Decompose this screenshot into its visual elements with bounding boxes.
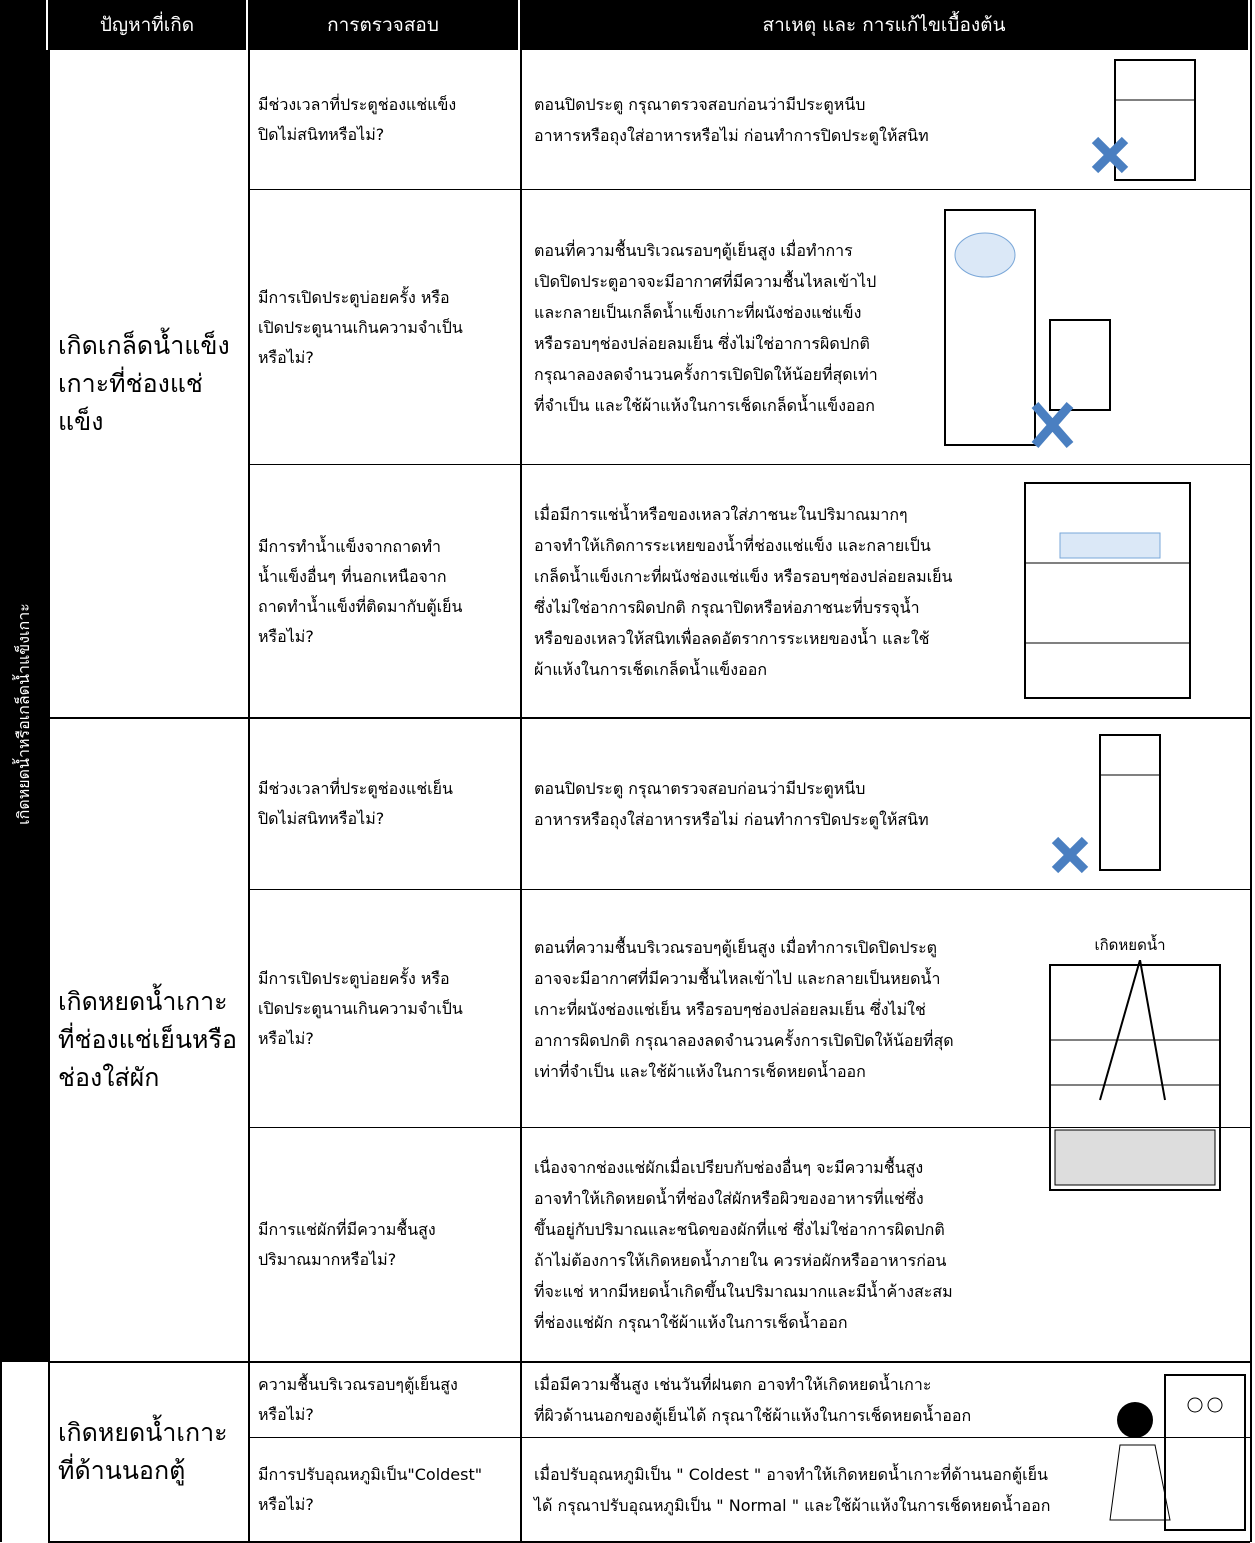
- check-cell: มีช่วงเวลาที่ประตูช่องแช่เย็น ปิดไม่สนิท…: [258, 779, 453, 828]
- cause-cell: ตอนปิดประตู กรุณาตรวจสอบก่อนว่ามีประตูหน…: [534, 95, 929, 145]
- rule: [248, 1437, 1250, 1438]
- rule: [48, 1361, 1250, 1363]
- rule: [248, 1127, 1250, 1128]
- rule: [0, 1362, 2, 1542]
- cause-cell: ตอนที่ความชื้นบริเวณรอบๆตู้เย็นสูง เมื่อ…: [534, 937, 954, 1081]
- check-cell: มีการแช่ผักที่มีความชื้นสูง ปริมาณมากหรื…: [258, 1220, 436, 1269]
- check-cell: ความชื้นบริเวณรอบๆตู้เย็นสูง หรือไม่?: [258, 1375, 458, 1424]
- rule: [248, 464, 1250, 465]
- fridge-illustration: [1049, 960, 1221, 1191]
- header-cell: [0, 0, 48, 50]
- cause-cell: เมื่อมีความชื้นสูง เช่นวันที่ฝนตก อาจทำใ…: [534, 1375, 972, 1425]
- rule: [248, 50, 250, 1542]
- header-cell: ปัญหาที่เกิด: [48, 0, 248, 50]
- cause-cell: ตอนปิดประตู กรุณาตรวจสอบก่อนว่ามีประตูหน…: [534, 779, 929, 829]
- problem-cell: เกิดหยดน้ำเกาะ ที่ด้านนอกตู้: [58, 1418, 228, 1485]
- cause-cell: เมื่อปรับอุณหภูมิเป็น " Coldest " อาจทำใ…: [534, 1465, 1051, 1515]
- side-label: เกิดหยดน้ำหรือเกล็ดน้ำแข็งเกาะ: [13, 603, 33, 825]
- check-cell: มีการปรับอุณหภูมิเป็น"Coldest" หรือไม่?: [258, 1465, 483, 1514]
- problem-cell: เกิดหยดน้ำเกาะ ที่ช่องแช่เย็นหรือ ช่องใส…: [58, 987, 237, 1092]
- fridge-illustration: [1109, 1374, 1246, 1531]
- rule: [48, 0, 50, 1542]
- header-cell: สาเหตุ และ การแก้ไขเบื้องต้น: [520, 0, 1250, 50]
- fridge-illustration: [1024, 482, 1191, 699]
- fridge-illustration: [944, 209, 1111, 448]
- check-cell: มีช่วงเวลาที่ประตูช่องแช่แข็ง ปิดไม่สนิท…: [258, 95, 457, 144]
- header-cell: การตรวจสอบ: [248, 0, 520, 50]
- rule: [520, 50, 522, 1542]
- fridge-illustration: [1091, 59, 1196, 181]
- rule: [1250, 0, 1252, 1542]
- check-cell: มีการเปิดประตูบ่อยครั้ง หรือ เปิดประตูนา…: [258, 969, 463, 1048]
- check-cell: มีการทำน้ำแข็งจากถาดทำ น้ำแข็งอื่นๆ ที่น…: [258, 536, 463, 646]
- fridge-illustration: [1051, 734, 1161, 874]
- cause-cell: เมื่อมีการแช่น้ำหรือของเหลวใส่ภาชนะในปริ…: [534, 504, 953, 679]
- cause-cell: เนื่องจากช่องแช่ผักเมื่อเปรียบกับช่องอื่…: [534, 1158, 953, 1332]
- illustration-label: เกิดหยดน้ำ: [1094, 936, 1166, 954]
- rule: [48, 717, 1250, 719]
- rule: [248, 189, 1250, 190]
- check-cell: มีการเปิดประตูบ่อยครั้ง หรือ เปิดประตูนา…: [258, 287, 463, 367]
- problem-cell: เกิดเกล็ดน้ำแข็ง เกาะที่ช่องแช่แข็ง: [58, 331, 230, 436]
- rule: [248, 889, 1250, 890]
- side-bar: [0, 50, 48, 1362]
- cause-cell: ตอนที่ความชื้นบริเวณรอบๆตู้เย็นสูง เมื่อ…: [534, 240, 878, 415]
